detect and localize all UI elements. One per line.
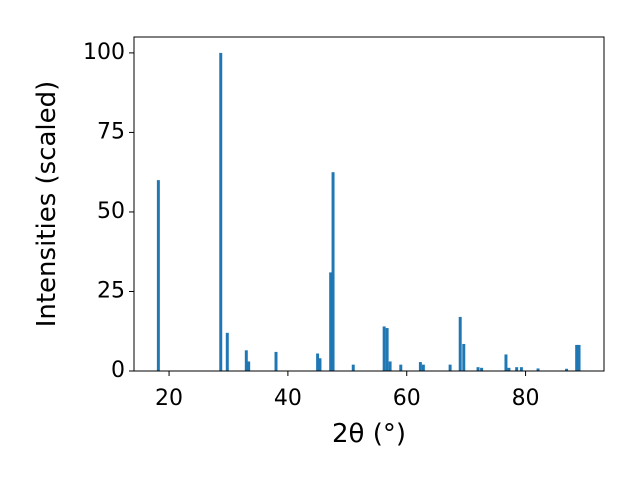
bar [448,364,452,371]
y-tick-label: 100 [83,40,125,65]
bar [565,368,569,371]
y-tick-label: 75 [97,119,125,144]
bar [418,362,422,371]
bar [399,364,403,371]
bar [504,354,508,371]
bar [388,361,392,371]
bar [329,272,333,371]
bar [351,364,355,371]
bar [462,343,466,371]
bar [385,328,389,371]
y-tick-label: 50 [97,199,125,224]
plot-frame [133,36,605,372]
bar [519,367,523,371]
bar [274,351,278,371]
bar [536,368,540,371]
bar [156,180,160,371]
x-tick-label: 40 [274,386,302,411]
bar [480,367,484,371]
bar [515,367,519,371]
y-tick-label: 0 [111,358,125,383]
bar [575,344,579,371]
bar [318,358,322,371]
bar [458,316,462,371]
bar [316,353,320,371]
x-tick-label: 80 [512,386,540,411]
x-tick-label: 20 [155,386,183,411]
bar [331,172,335,371]
x-tick-label: 60 [393,386,421,411]
bar [247,361,251,371]
y-tick-label: 25 [97,278,125,303]
bar [507,367,511,371]
bar [577,344,581,371]
bar [476,367,480,371]
bar [421,364,425,371]
bar [244,350,248,371]
bar [225,332,229,371]
bar [219,52,223,372]
bar [382,326,386,371]
x-axis-label: 2θ (°) [332,419,406,449]
y-axis-label: Intensities (scaled) [32,81,62,328]
